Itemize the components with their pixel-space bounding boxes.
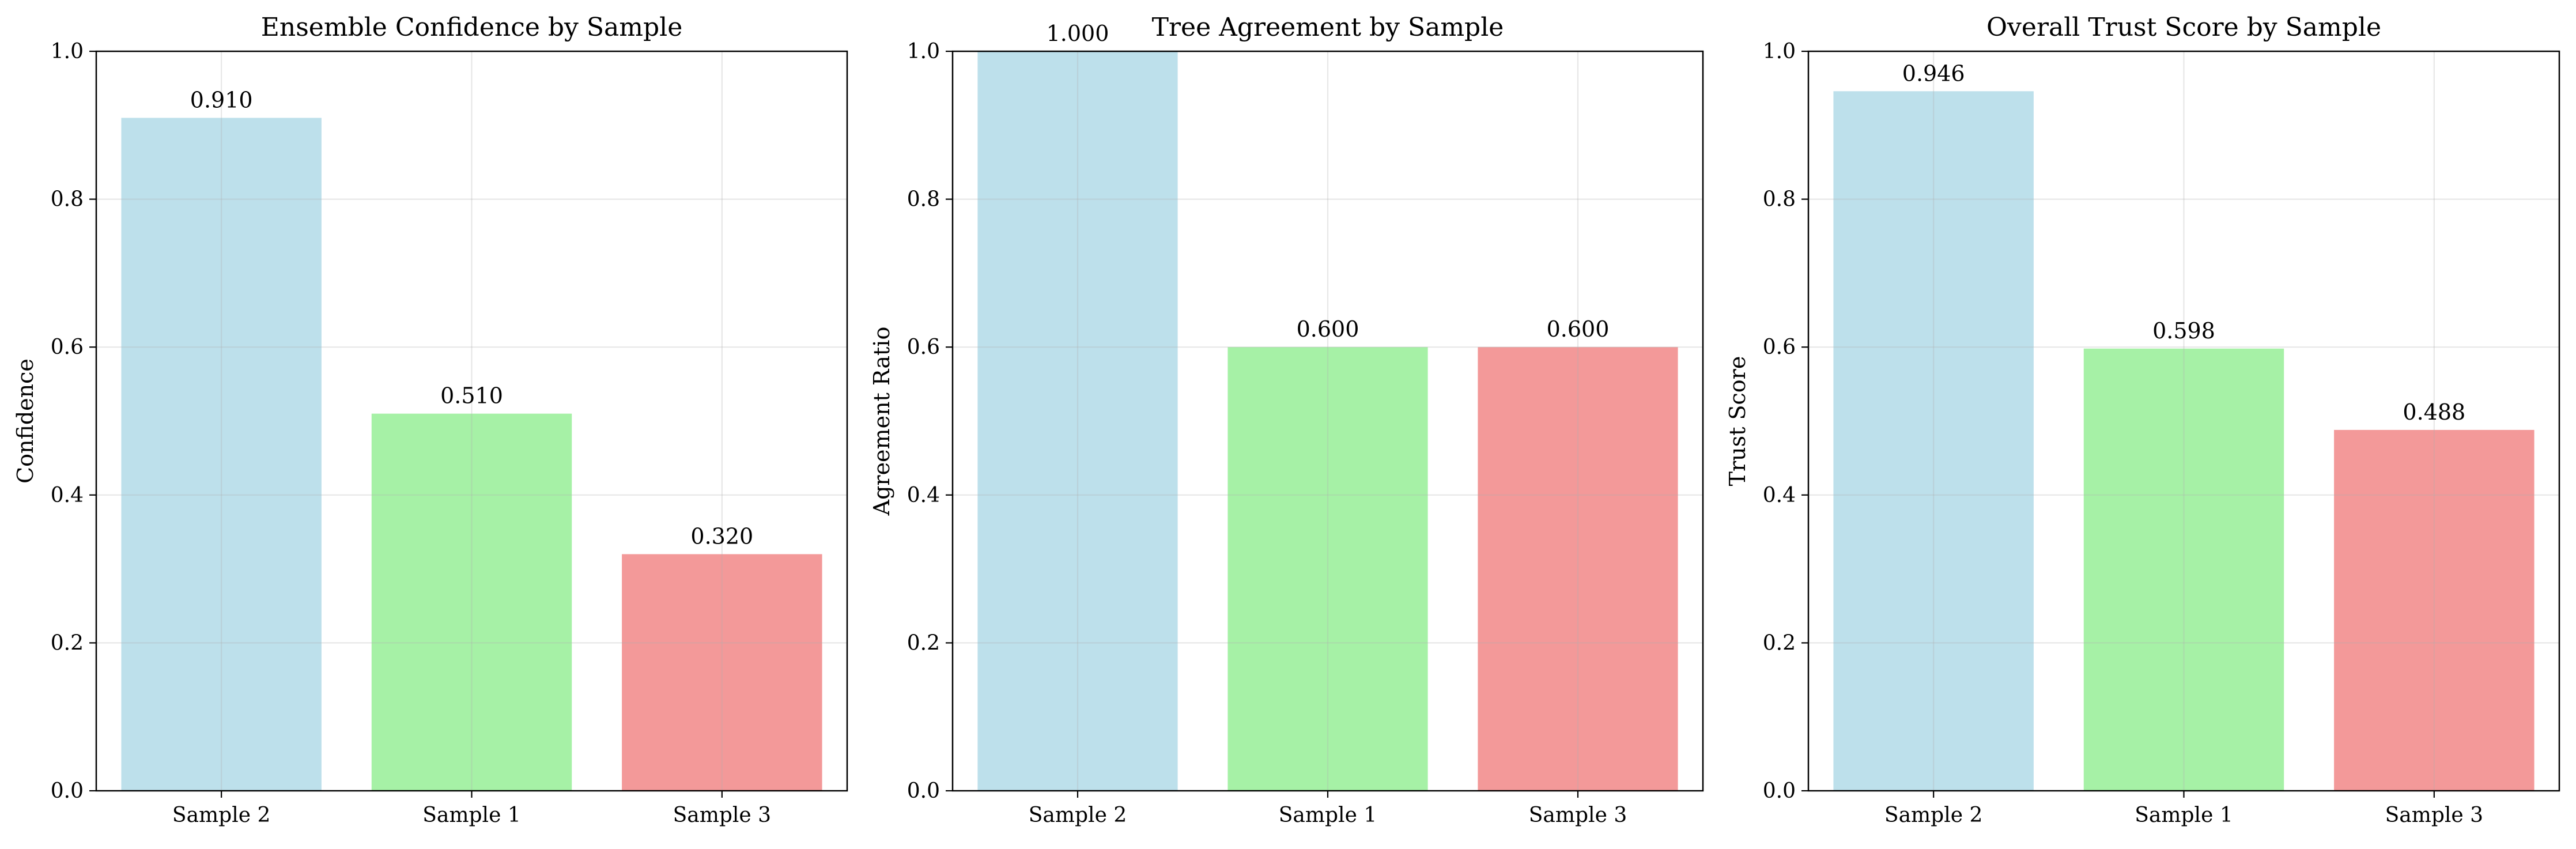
data-label: 1.000 [1047, 21, 1109, 46]
y-axis-label: Confidence [13, 359, 38, 484]
y-tick-label: 0.2 [1763, 631, 1796, 655]
data-label: 0.946 [1902, 61, 1965, 86]
x-tick-label: Sample 1 [1279, 803, 1377, 827]
x-tick-label: Sample 2 [172, 803, 270, 827]
x-tick-label: Sample 3 [673, 803, 771, 827]
y-axis-label: Trust Score [1725, 356, 1750, 486]
y-tick-label: 1.0 [51, 40, 84, 63]
chart-title: Overall Trust Score by Sample [1986, 13, 2381, 42]
y-tick-label: 0.6 [907, 335, 940, 359]
y-tick-label: 0.2 [907, 631, 940, 655]
data-label: 0.510 [440, 383, 503, 409]
x-tick-label: Sample 3 [2385, 803, 2483, 827]
data-label: 0.320 [690, 523, 753, 549]
y-tick-label: 0.0 [51, 779, 84, 803]
bar-sample-2 [1833, 91, 2034, 791]
data-label: 0.598 [2152, 318, 2215, 344]
y-tick-label: 0.6 [1763, 335, 1796, 359]
x-tick-label: Sample 1 [422, 803, 520, 827]
y-tick-label: 0.4 [1763, 484, 1796, 507]
y-tick-label: 0.8 [907, 188, 940, 212]
bar-sample-3 [2334, 429, 2535, 791]
y-tick-label: 0.4 [907, 484, 940, 507]
chart-title: Tree Agreement by Sample [1152, 13, 1504, 42]
bar-sample-1 [371, 413, 572, 791]
x-tick-label: Sample 2 [1884, 803, 1982, 827]
chart-title: Ensemble Confidence by Sample [261, 13, 683, 42]
bar-sample-3 [1478, 347, 1678, 791]
y-tick-label: 0.0 [907, 779, 940, 803]
y-tick-label: 1.0 [907, 40, 940, 63]
y-tick-label: 0.8 [51, 188, 84, 212]
data-label: 0.600 [1547, 316, 1610, 342]
x-tick-label: Sample 3 [1529, 803, 1627, 827]
y-tick-label: 0.0 [1763, 779, 1796, 803]
data-label: 0.600 [1297, 316, 1359, 342]
bar-sample-1 [1227, 347, 1428, 791]
bar-sample-1 [2083, 348, 2284, 791]
y-tick-label: 0.2 [51, 631, 84, 655]
data-label: 0.910 [190, 87, 253, 112]
bar-sample-2 [121, 118, 322, 791]
y-axis-label: Agreement Ratio [869, 327, 894, 516]
y-tick-label: 1.0 [1763, 40, 1796, 63]
x-tick-label: Sample 2 [1029, 803, 1127, 827]
y-tick-label: 0.4 [51, 484, 84, 507]
y-tick-label: 0.6 [51, 335, 84, 359]
bar-sample-2 [977, 51, 1178, 791]
x-tick-label: Sample 1 [2135, 803, 2233, 827]
y-tick-label: 0.8 [1763, 188, 1796, 212]
data-label: 0.488 [2403, 399, 2465, 425]
bar-sample-3 [622, 554, 822, 791]
